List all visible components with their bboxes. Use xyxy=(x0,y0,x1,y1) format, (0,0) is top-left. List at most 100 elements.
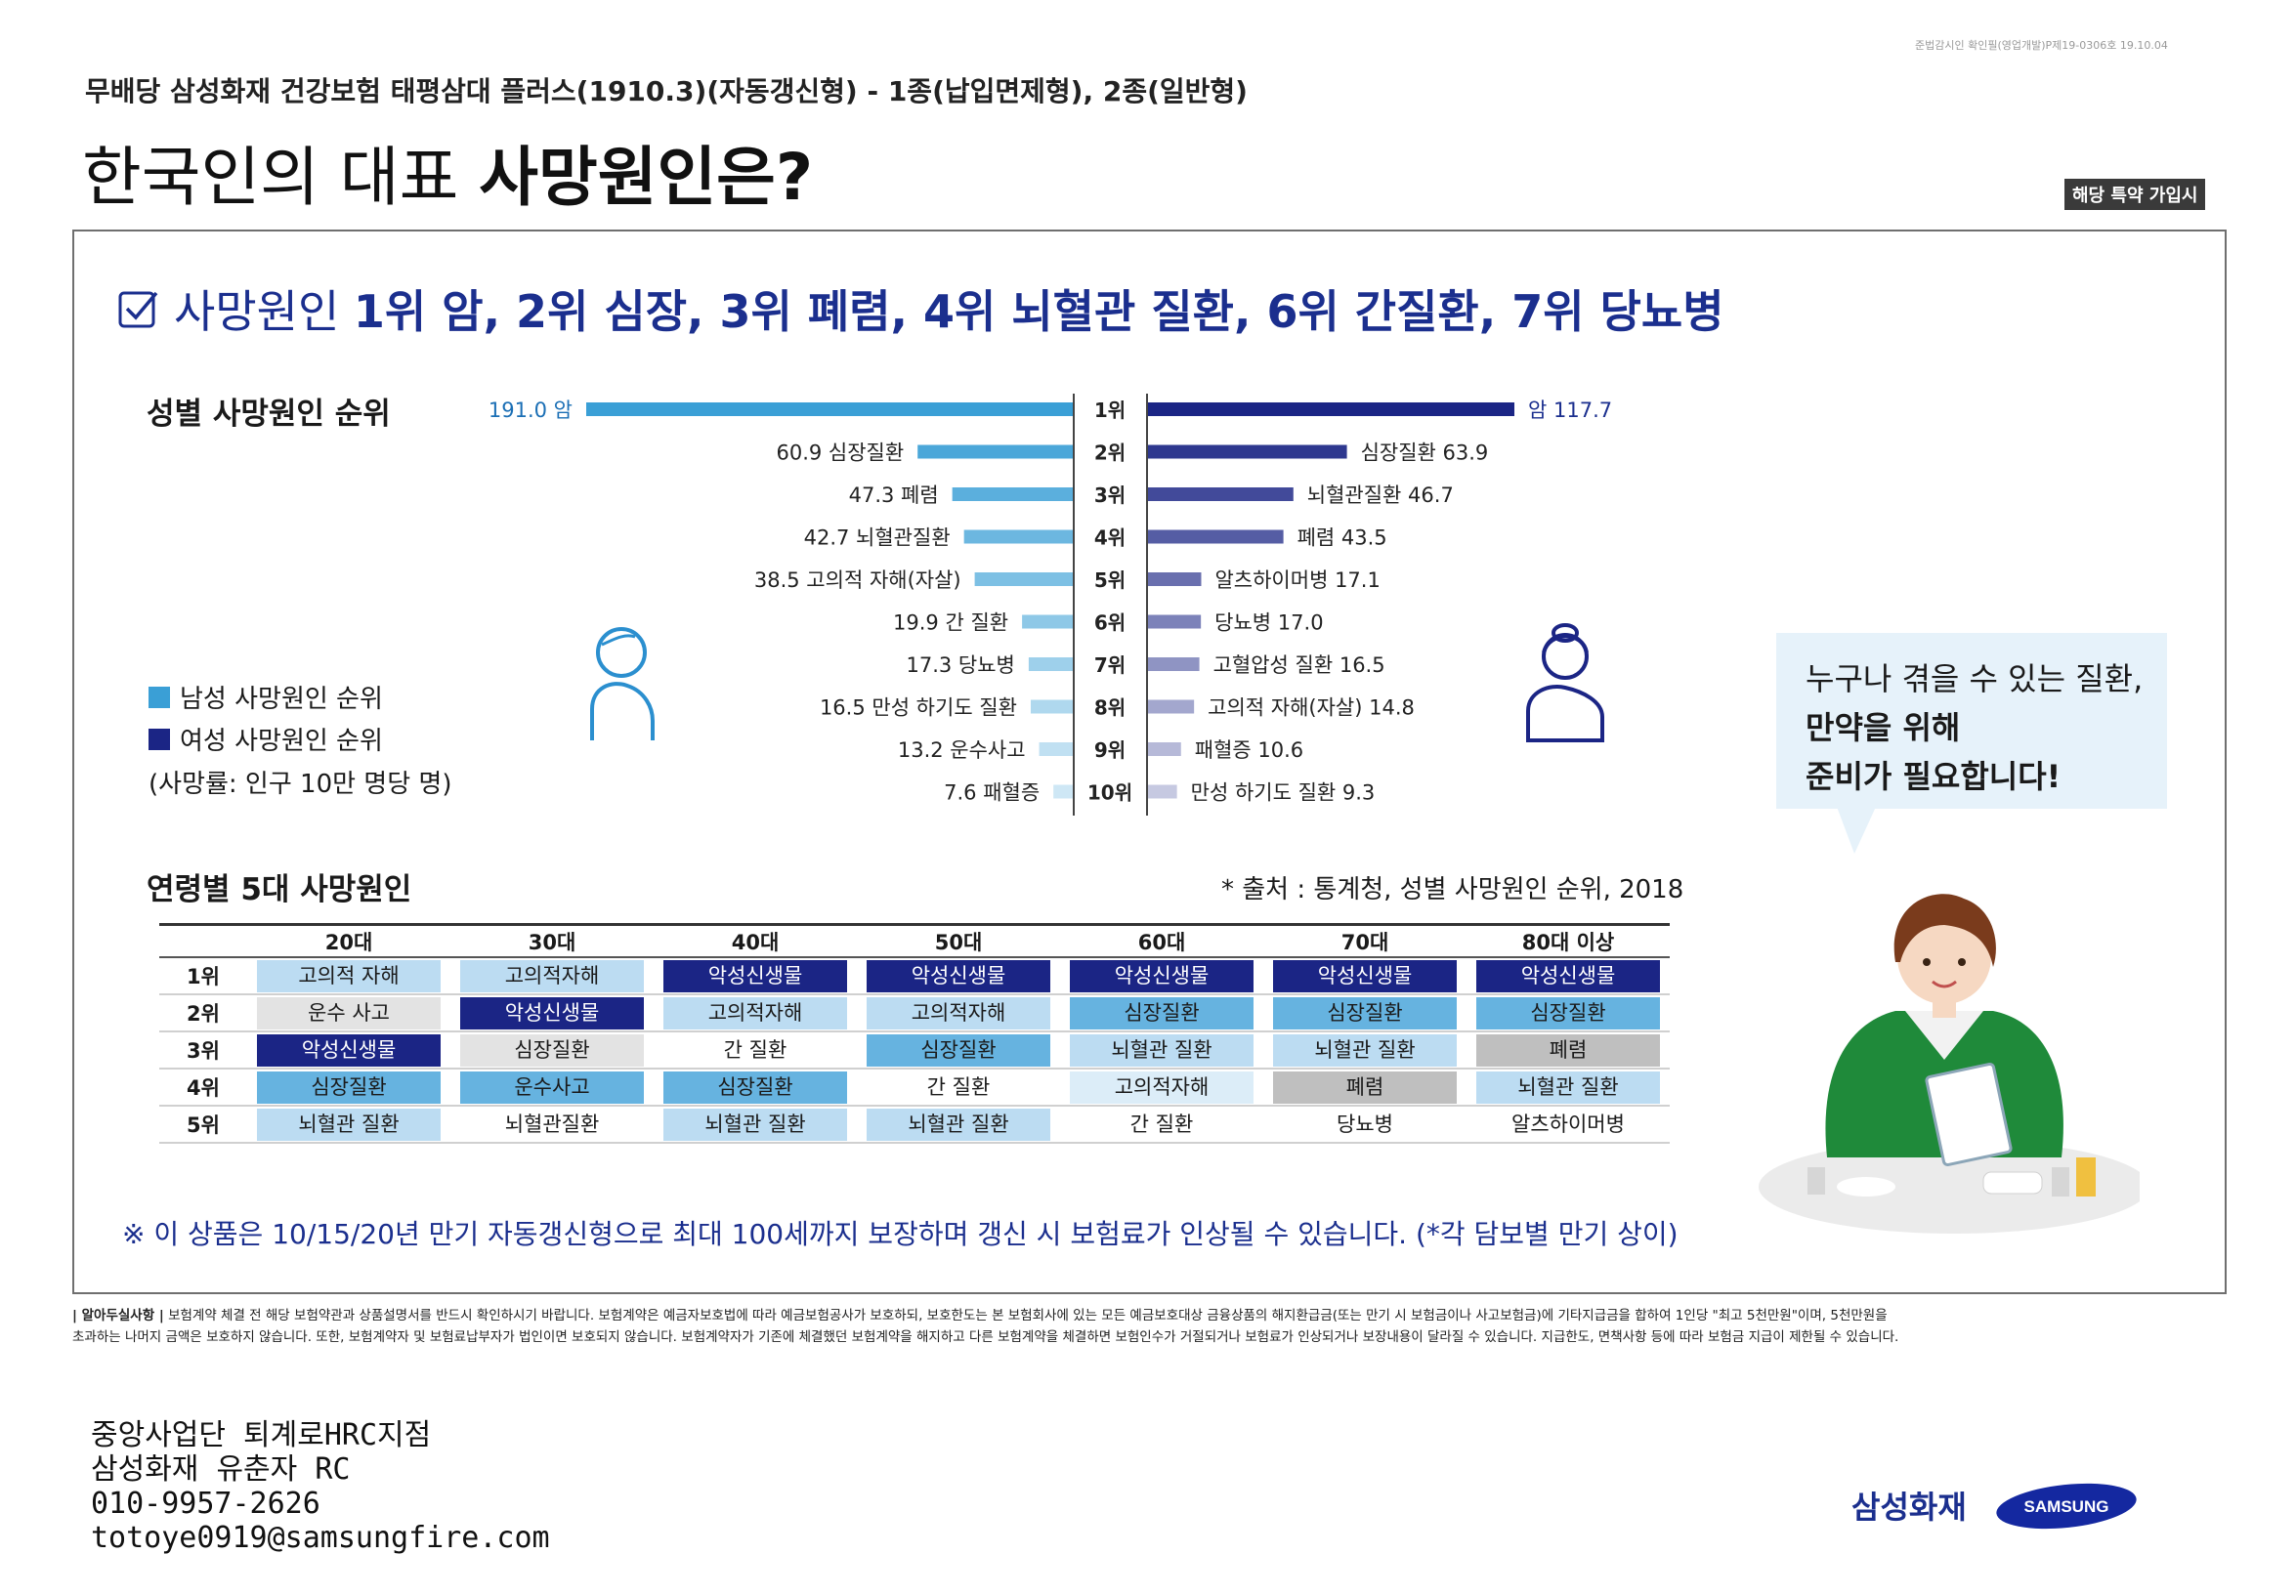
age-table-cell-text: 심장질환 xyxy=(257,1071,441,1104)
age-table-cell-text: 간 질환 xyxy=(663,1034,847,1067)
age-table-cell-text: 심장질환 xyxy=(663,1071,847,1104)
legend-note: (사망률: 인구 10만 명당 명) xyxy=(149,764,451,800)
female-bar xyxy=(1148,615,1201,629)
rank-label: 4위 xyxy=(1094,526,1126,550)
fine-print-label: | 알아두실사항 | xyxy=(72,1308,164,1323)
male-bar xyxy=(975,572,1073,586)
age-table-cell: 간 질환 xyxy=(857,1070,1060,1107)
age-table-rank: 4위 xyxy=(159,1070,247,1107)
age-table-cell-text: 고의적자해 xyxy=(867,997,1050,1029)
age-table-cell: 악성신생물 xyxy=(1467,958,1670,995)
female-bar xyxy=(1148,700,1194,714)
age-table-cell: 악성신생물 xyxy=(654,958,857,995)
rank-label: 5위 xyxy=(1094,568,1126,592)
age-table-cell: 운수사고 xyxy=(450,1070,654,1107)
female-bar-label: 폐렴 43.5 xyxy=(1297,526,1387,550)
age-table-cell-text: 운수 사고 xyxy=(257,997,441,1029)
age-table-cell-text: 간 질환 xyxy=(1070,1109,1254,1141)
female-bar-label: 암 117.7 xyxy=(1528,399,1612,422)
rank-label: 10위 xyxy=(1087,781,1132,805)
brand-name: 삼성화재 xyxy=(1851,1483,1967,1528)
rank-label: 7위 xyxy=(1094,653,1126,677)
legend-male-label: 남성 사망원인 순위 xyxy=(180,679,383,715)
female-bar-label: 고의적 자해(자살) 14.8 xyxy=(1208,696,1415,720)
female-bar-label: 패혈증 10.6 xyxy=(1195,738,1303,762)
page-title-normal: 한국인의 대표 xyxy=(82,140,479,215)
message-line-3: 준비가 필요합니다! xyxy=(1806,752,2143,801)
female-bar-label: 고혈압성 질환 16.5 xyxy=(1213,653,1385,677)
male-bar xyxy=(586,402,1073,416)
age-table-cell-text: 악성신생물 xyxy=(867,960,1050,992)
age-table-cell: 뇌혈관 질환 xyxy=(1263,1032,1467,1070)
message-bubble-tail xyxy=(1837,807,1876,854)
age-table-cell: 운수 사고 xyxy=(247,995,450,1032)
age-table-cell-text: 악성신생물 xyxy=(1070,960,1254,992)
age-table-cell: 심장질환 xyxy=(1467,995,1670,1032)
contact-agent: 삼성화재 유춘자 RC xyxy=(91,1452,550,1487)
male-bar xyxy=(1029,657,1073,671)
age-table-cell: 심장질환 xyxy=(1263,995,1467,1032)
age-table-cell: 심장질환 xyxy=(1060,995,1263,1032)
age-table-cell-text: 폐렴 xyxy=(1273,1071,1457,1104)
age-table-cell: 고의적 자해 xyxy=(247,958,450,995)
age-table-cell: 악성신생물 xyxy=(247,1032,450,1070)
female-bar xyxy=(1148,572,1201,586)
age-table-rank: 5위 xyxy=(159,1107,247,1144)
female-bar-label: 심장질환 63.9 xyxy=(1361,441,1489,465)
headline: 사망원인 1위 암, 2위 심장, 3위 폐렴, 4위 뇌혈관 질환, 6위 간… xyxy=(117,276,1724,341)
contact-block: 중앙사업단 퇴계로HRC지점 삼성화재 유춘자 RC 010-9957-2626… xyxy=(91,1418,550,1555)
age-table-cell: 고의적자해 xyxy=(857,995,1060,1032)
age-table-cell-text: 고의적자해 xyxy=(663,997,847,1029)
female-bar xyxy=(1148,657,1200,671)
age-table-cell-text: 심장질환 xyxy=(1273,997,1457,1029)
age-death-table: 20대 30대 40대 50대 60대 70대 80대 이상 1위 고의적 자해고… xyxy=(159,923,1670,1144)
rank-label: 3위 xyxy=(1094,483,1126,507)
age-table-cell: 간 질환 xyxy=(654,1032,857,1070)
age-table-rank: 1위 xyxy=(159,958,247,995)
female-bar xyxy=(1148,402,1514,416)
male-bar xyxy=(1031,700,1073,714)
contact-phone: 010-9957-2626 xyxy=(91,1487,550,1521)
checkbox-icon xyxy=(117,287,160,330)
age-table-cell: 뇌혈관 질환 xyxy=(1467,1070,1670,1107)
male-bar-label: 17.3 당뇨병 xyxy=(906,653,1014,677)
age-table-cell-text: 고의적 자해 xyxy=(257,960,441,992)
rank-label: 2위 xyxy=(1094,441,1126,465)
age-table-row: 3위 악성신생물 심장질환 간 질환 심장질환 뇌혈관 질환 뇌혈관 질환 폐렴 xyxy=(159,1032,1670,1070)
contact-email: totoye0919@samsungfire.com xyxy=(91,1521,550,1555)
age-section-title: 연령별 5대 사망원인 xyxy=(147,864,411,908)
age-header: 30대 xyxy=(450,923,654,958)
age-table-cell-text: 악성신생물 xyxy=(1273,960,1457,992)
age-table-cell: 뇌혈관 질환 xyxy=(1060,1032,1263,1070)
age-header: 70대 xyxy=(1263,923,1467,958)
female-bar xyxy=(1148,487,1294,501)
age-table-header-row: 20대 30대 40대 50대 60대 70대 80대 이상 xyxy=(159,923,1670,958)
rider-badge: 해당 특약 가입시 xyxy=(2064,179,2205,210)
page-title: 한국인의 대표 사망원인은? xyxy=(82,125,813,219)
age-table-cell-text: 폐렴 xyxy=(1476,1034,1660,1067)
age-table-cell: 뇌혈관 질환 xyxy=(654,1107,857,1144)
age-table-row: 1위 고의적 자해 고의적자해 악성신생물 악성신생물 악성신생물 악성신생물 악성신생물 xyxy=(159,958,1670,995)
age-table-cell: 심장질환 xyxy=(857,1032,1060,1070)
age-table-cell: 악성신생물 xyxy=(857,958,1060,995)
age-table-cell: 고의적자해 xyxy=(1060,1070,1263,1107)
age-table-cell-text: 뇌혈관 질환 xyxy=(867,1109,1050,1141)
compliance-number: 준법감시인 확인필(영업개발)P제19-0306호 19.10.04 xyxy=(1915,37,2168,53)
age-header: 20대 xyxy=(247,923,450,958)
age-table-cell: 심장질환 xyxy=(450,1032,654,1070)
rank-label: 9위 xyxy=(1094,738,1126,762)
age-header: 60대 xyxy=(1060,923,1263,958)
male-bar-label: 19.9 간 질환 xyxy=(893,611,1008,635)
male-bar xyxy=(1040,742,1073,756)
age-table-cell-text: 뇌혈관 질환 xyxy=(1070,1034,1254,1067)
headline-bold: 1위 암, 2위 심장, 3위 폐렴, 4위 뇌혈관 질환, 6위 간질환, 7… xyxy=(354,285,1724,338)
age-table-cell-text: 간 질환 xyxy=(867,1071,1050,1104)
legend-female-label: 여성 사망원인 순위 xyxy=(180,721,383,757)
product-subtitle: 무배당 삼성화재 건강보험 태평삼대 플러스(1910.3)(자동갱신형) - … xyxy=(85,70,1248,109)
male-bar-label: 38.5 고의적 자해(자살) xyxy=(754,568,961,592)
male-bar-label: 42.7 뇌혈관질환 xyxy=(804,526,951,550)
age-table-cell: 심장질환 xyxy=(654,1070,857,1107)
age-table-cell-text: 심장질환 xyxy=(1476,997,1660,1029)
samsung-logo: SAMSUNG xyxy=(1993,1479,2140,1533)
age-table-cell: 폐렴 xyxy=(1467,1032,1670,1070)
